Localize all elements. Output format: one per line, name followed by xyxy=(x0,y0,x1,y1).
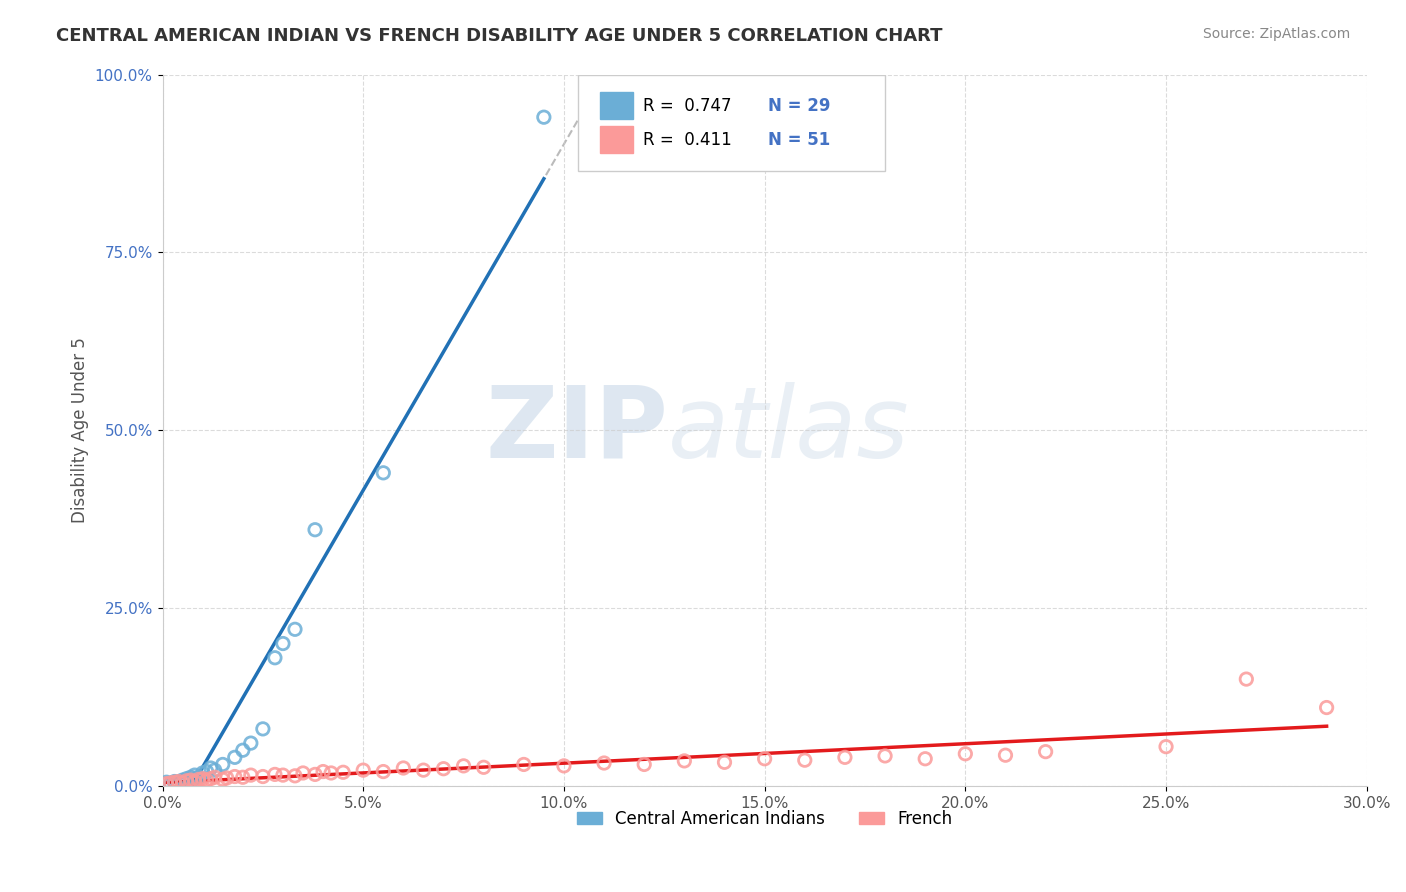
Point xyxy=(167,775,190,789)
Point xyxy=(211,757,233,772)
Point xyxy=(453,759,475,773)
Point xyxy=(176,773,198,788)
Text: N = 51: N = 51 xyxy=(768,131,831,149)
Point xyxy=(191,766,214,780)
Point xyxy=(319,766,342,780)
Point xyxy=(432,762,454,776)
Point xyxy=(195,773,218,788)
Point xyxy=(163,774,186,789)
Point xyxy=(392,761,415,775)
Point xyxy=(713,756,735,770)
Point xyxy=(271,636,294,650)
Point xyxy=(633,757,655,772)
Point xyxy=(180,773,202,788)
Point xyxy=(1316,700,1339,714)
Point xyxy=(873,748,896,763)
Point xyxy=(1154,739,1177,754)
Point xyxy=(180,770,202,784)
Point xyxy=(239,768,262,782)
Point xyxy=(553,759,575,773)
Point xyxy=(159,777,181,791)
Point xyxy=(834,750,856,764)
Point xyxy=(163,776,186,790)
Point xyxy=(373,466,395,480)
Point xyxy=(754,752,776,766)
Point xyxy=(183,772,205,786)
Point xyxy=(264,650,287,665)
Point xyxy=(513,757,536,772)
Point xyxy=(224,750,246,764)
Point xyxy=(204,770,226,784)
Point xyxy=(312,764,335,779)
Point xyxy=(673,754,696,768)
Point xyxy=(352,763,374,777)
Point xyxy=(533,110,555,124)
Point xyxy=(172,776,194,790)
Point xyxy=(176,772,198,786)
Text: N = 29: N = 29 xyxy=(768,97,831,115)
Point xyxy=(159,776,181,790)
Point xyxy=(191,772,214,786)
Point xyxy=(187,772,209,787)
Point xyxy=(292,766,315,780)
Point xyxy=(252,722,274,736)
Text: R =  0.411: R = 0.411 xyxy=(643,131,731,149)
Point xyxy=(195,764,218,779)
Point xyxy=(172,773,194,788)
Point xyxy=(1234,672,1257,686)
Point xyxy=(994,748,1017,763)
Point xyxy=(232,743,254,757)
Point xyxy=(472,760,495,774)
Point xyxy=(271,768,294,782)
Point xyxy=(215,771,238,785)
Point xyxy=(914,752,936,766)
Point xyxy=(224,770,246,784)
Point xyxy=(1035,745,1057,759)
Point xyxy=(955,747,977,761)
Point xyxy=(163,775,186,789)
Y-axis label: Disability Age Under 5: Disability Age Under 5 xyxy=(72,337,89,523)
FancyBboxPatch shape xyxy=(599,127,633,153)
Point xyxy=(183,768,205,782)
Point xyxy=(172,773,194,788)
Point xyxy=(155,777,177,791)
Point xyxy=(793,753,815,767)
Text: CENTRAL AMERICAN INDIAN VS FRENCH DISABILITY AGE UNDER 5 CORRELATION CHART: CENTRAL AMERICAN INDIAN VS FRENCH DISABI… xyxy=(56,27,943,45)
Point xyxy=(167,774,190,789)
Point xyxy=(252,770,274,784)
FancyBboxPatch shape xyxy=(599,92,633,120)
Text: atlas: atlas xyxy=(668,382,910,479)
Point xyxy=(332,765,354,780)
Point xyxy=(264,767,287,781)
FancyBboxPatch shape xyxy=(578,75,884,170)
Point xyxy=(284,623,307,637)
Text: Source: ZipAtlas.com: Source: ZipAtlas.com xyxy=(1202,27,1350,41)
Point xyxy=(180,773,202,788)
Point xyxy=(412,763,434,777)
Point xyxy=(176,774,198,789)
Point xyxy=(200,772,222,786)
Point xyxy=(304,523,326,537)
Text: R =  0.747: R = 0.747 xyxy=(643,97,731,115)
Point xyxy=(155,775,177,789)
Point xyxy=(187,770,209,784)
Point xyxy=(239,736,262,750)
Point xyxy=(593,756,616,770)
Legend: Central American Indians, French: Central American Indians, French xyxy=(571,803,959,834)
Point xyxy=(232,770,254,784)
Point xyxy=(204,763,226,777)
Text: ZIP: ZIP xyxy=(485,382,668,479)
Point xyxy=(211,772,233,787)
Point xyxy=(373,764,395,779)
Point xyxy=(200,761,222,775)
Point xyxy=(304,767,326,781)
Point xyxy=(284,769,307,783)
Point xyxy=(183,774,205,789)
